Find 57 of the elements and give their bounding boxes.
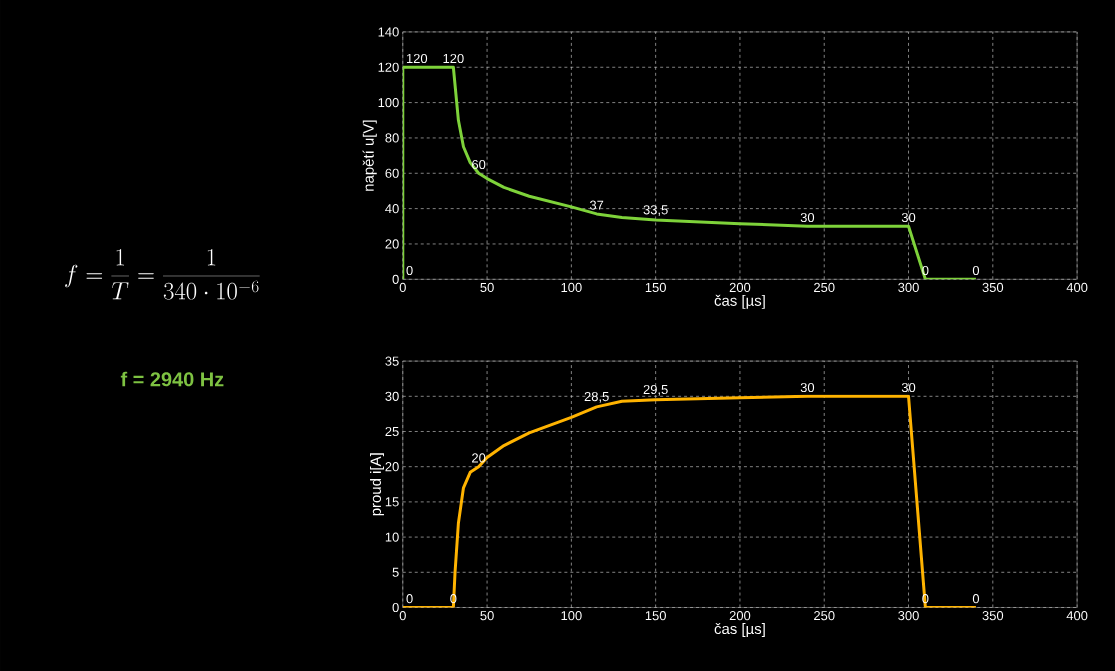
x-axis-title: čas [µs] xyxy=(714,622,765,637)
data-label: 30 xyxy=(901,382,916,392)
line-series xyxy=(402,394,978,608)
y-tick-label: 20 xyxy=(385,461,399,472)
x-tick-label: 150 xyxy=(645,282,666,292)
text: $f=\frac{1}{T}=\frac{1}{340\cdot 10^{-6}}$ xyxy=(65,248,260,300)
data-label: 29,5 xyxy=(643,384,668,396)
x-tick-label: 150 xyxy=(645,610,666,621)
y-tick-label: 60 xyxy=(385,168,399,178)
x-tick-label: 100 xyxy=(561,282,582,292)
y-tick-label: 80 xyxy=(385,133,399,143)
x-tick-label: 50 xyxy=(480,610,494,621)
data-label: 37 xyxy=(589,200,604,210)
x-tick-label: 50 xyxy=(480,282,494,292)
x-tick-label: 200 xyxy=(729,282,751,292)
data-label: 120 xyxy=(406,53,428,63)
y-axis-title: napětí u[V] xyxy=(362,120,377,191)
y-tick-label: 15 xyxy=(385,497,399,507)
x-tick-label: 350 xyxy=(982,610,1004,621)
data-label: 0 xyxy=(406,265,413,275)
y-tick-label: 0 xyxy=(392,602,399,612)
data-label: 120 xyxy=(443,53,464,63)
y-tick-label: 25 xyxy=(385,426,399,436)
x-tick-label: 200 xyxy=(729,610,751,621)
y-tick-label: 140 xyxy=(378,27,399,37)
data-label: 33,5 xyxy=(643,205,668,216)
data-label: 30 xyxy=(800,212,815,222)
x-tick-label: 100 xyxy=(561,610,582,621)
y-axis-title: proud i[A] xyxy=(370,453,384,516)
y-tick-label: 20 xyxy=(385,239,399,249)
x-axis-title: čas [µs] xyxy=(714,294,765,309)
y-tick-label: 120 xyxy=(378,62,399,72)
x-tick-label: 400 xyxy=(1066,610,1088,621)
x-tick-label: 400 xyxy=(1066,282,1088,292)
data-label: 30 xyxy=(800,382,815,392)
y-tick-label: 40 xyxy=(385,203,399,214)
x-tick-label: 0 xyxy=(399,282,406,292)
data-label: 0 xyxy=(972,593,980,604)
y-tick-label: 0 xyxy=(392,274,399,284)
x-tick-label: 350 xyxy=(982,282,1004,292)
data-label: 20 xyxy=(472,453,486,463)
y-tick-label: 30 xyxy=(385,391,399,401)
y-tick-label: 35 xyxy=(385,356,399,366)
data-label: 0 xyxy=(406,593,413,604)
data-label: 30 xyxy=(901,212,916,222)
data-label: 0 xyxy=(972,265,980,275)
x-tick-label: 0 xyxy=(399,610,406,621)
data-label: 28,5 xyxy=(584,391,609,403)
y-tick-label: 10 xyxy=(385,532,399,542)
x-tick-label: 250 xyxy=(814,610,835,621)
text: f = 2940 Hz xyxy=(120,371,224,387)
y-tick-label: 5 xyxy=(392,567,399,577)
data-label: 60 xyxy=(472,159,486,169)
x-tick-label: 300 xyxy=(898,610,919,621)
x-tick-label: 300 xyxy=(898,282,919,292)
x-tick-label: 250 xyxy=(814,282,835,292)
y-tick-label: 100 xyxy=(378,97,399,108)
